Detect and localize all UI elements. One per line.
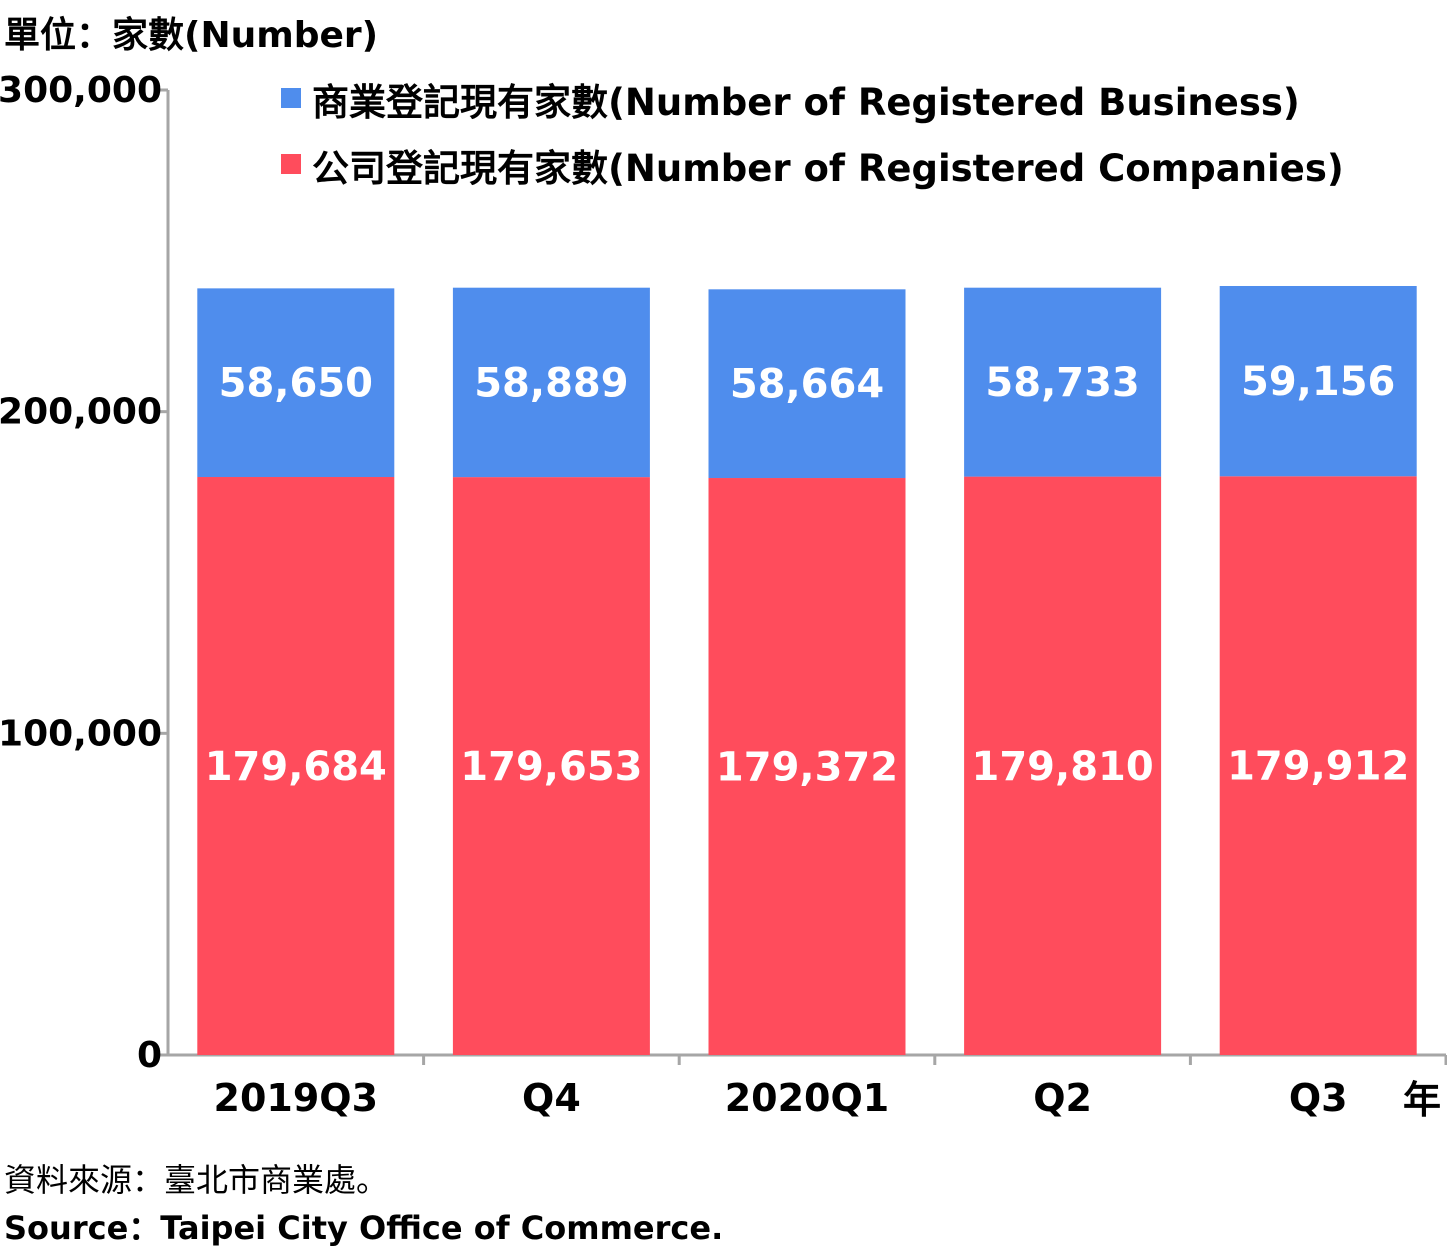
data-label-business: 58,650 <box>219 361 373 407</box>
legend-label-companies: 公司登記現有家數(Number of Registered Companies) <box>312 147 1344 190</box>
bar-business <box>452 287 650 478</box>
bar-companies <box>197 477 395 1055</box>
legend-swatch-business <box>281 88 301 108</box>
x-tick-label: 2019Q3 <box>214 1076 379 1120</box>
bar-companies <box>708 478 906 1055</box>
data-label-business: 59,156 <box>1241 359 1395 405</box>
legend-label-business: 商業登記現有家數(Number of Registered Business) <box>312 81 1300 124</box>
data-label-companies: 179,653 <box>460 744 642 790</box>
bar-business <box>964 287 1162 477</box>
data-label-companies: 179,372 <box>716 745 898 791</box>
x-tick-label: 2020Q1 <box>725 1076 890 1120</box>
data-label-companies: 179,810 <box>972 744 1154 790</box>
legend-swatch-companies <box>281 154 301 174</box>
x-tick-label: Q3 <box>1289 1076 1348 1120</box>
y-tick-label: 0 <box>137 1035 162 1076</box>
unit-label: 單位：家數(Number) <box>4 15 379 56</box>
y-tick-label: 200,000 <box>0 392 162 433</box>
source-chinese: 資料來源：臺北市商業處。 <box>4 1161 389 1199</box>
data-label-companies: 179,684 <box>205 744 387 790</box>
data-label-business: 58,889 <box>474 360 628 406</box>
x-axis-unit: 年 <box>1403 1078 1441 1122</box>
y-tick-label: 300,000 <box>0 70 162 111</box>
bar-business <box>708 289 906 479</box>
x-tick-label: Q4 <box>522 1076 581 1120</box>
bar-business <box>1219 285 1417 477</box>
data-label-companies: 179,912 <box>1227 744 1409 790</box>
stacked-bar-chart: 0 100,000 200,000 300,000 179,684 58,650 2019Q… <box>0 70 1447 1122</box>
bar-companies <box>452 477 650 1055</box>
source-english: Source：Taipei City Office of Commerce. <box>4 1209 724 1247</box>
bar-business <box>197 288 395 478</box>
data-label-business: 58,733 <box>985 360 1139 406</box>
bar-companies <box>964 476 1162 1055</box>
data-label-business: 58,664 <box>730 362 884 408</box>
x-tick-label: Q2 <box>1033 1076 1092 1120</box>
bar-companies <box>1219 476 1417 1055</box>
y-tick-label: 100,000 <box>0 713 162 754</box>
